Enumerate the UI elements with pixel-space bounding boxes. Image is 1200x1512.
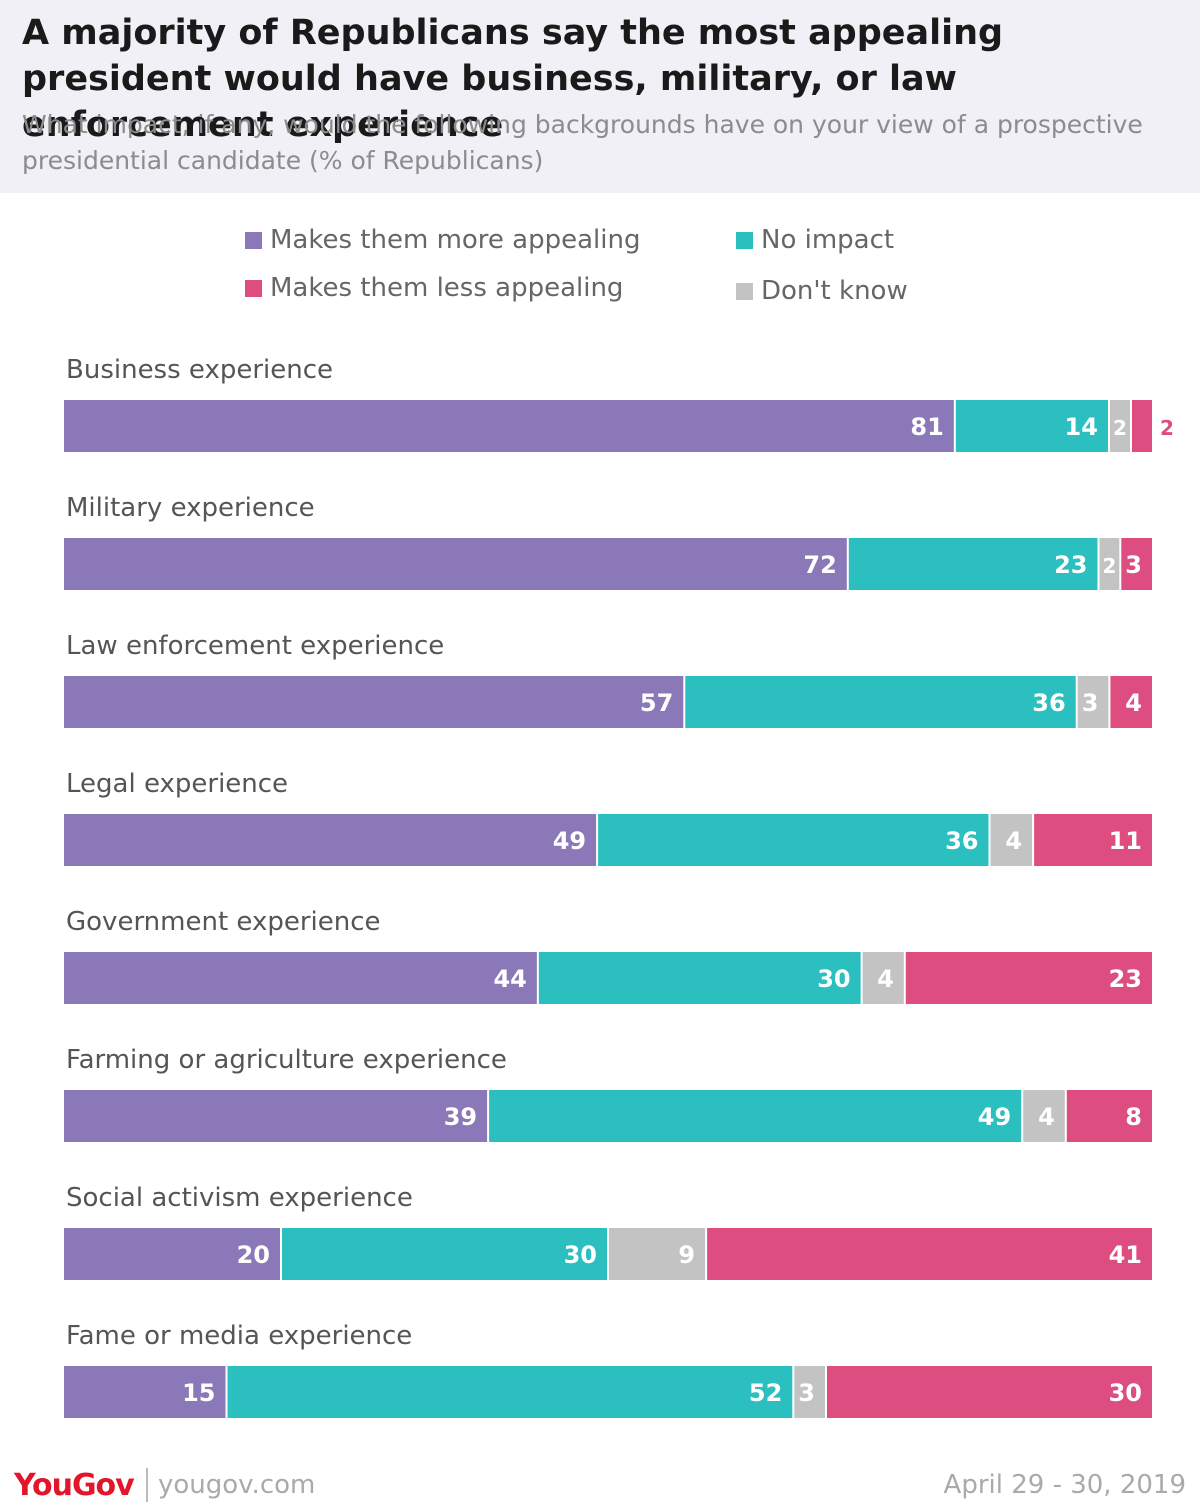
bar-military-experience-makes-them-more-appealing	[64, 538, 847, 590]
data-label-business-experience-don-t-know: 2	[1113, 416, 1127, 440]
bar-business-experience-makes-them-more-appealing	[64, 400, 954, 452]
bar-social-activism-experience-makes-them-less-appealing	[707, 1228, 1152, 1280]
chart-subtitle: What impact, if any, would the following…	[22, 110, 1143, 175]
bar-social-activism-experience-don-t-know	[609, 1228, 706, 1280]
legend-label-more-appealing: Makes them more appealing	[270, 225, 641, 255]
bar-military-experience-makes-them-less-appealing	[1121, 538, 1152, 590]
category-label-business-experience: Business experience	[66, 355, 333, 385]
bar-farming-or-agriculture-experience-makes-them-less-appealing	[1066, 1090, 1152, 1142]
data-label-fame-or-media-experience-makes-them-more-appealing: 15	[182, 1379, 215, 1407]
bar-farming-or-agriculture-experience-don-t-know	[1023, 1090, 1065, 1142]
bar-fame-or-media-experience-no-impact	[227, 1366, 793, 1418]
legend-item-dont-know: Don't know	[736, 273, 908, 309]
legend-item-no-impact: No impact	[736, 222, 894, 258]
bar-social-activism-experience-makes-them-more-appealing	[64, 1228, 280, 1280]
bar-legal-experience-no-impact	[598, 814, 989, 866]
data-label-fame-or-media-experience-don-t-know: 3	[798, 1379, 815, 1407]
data-label-legal-experience-makes-them-more-appealing: 49	[553, 827, 586, 855]
legend-label-no-impact: No impact	[761, 225, 895, 255]
bar-business-experience-makes-them-less-appealing	[1131, 400, 1152, 452]
data-label-social-activism-experience-no-impact: 30	[564, 1241, 597, 1269]
legend-label-dont-know: Don't know	[761, 276, 908, 306]
legend-label-less-appealing: Makes them less appealing	[270, 273, 624, 303]
category-label-government-experience: Government experience	[66, 907, 381, 937]
bar-government-experience-don-t-know	[862, 952, 904, 1004]
footer-divider	[146, 1468, 148, 1502]
legend-item-less-appealing: Makes them less appealing	[245, 270, 623, 306]
bar-government-experience-makes-them-more-appealing	[64, 952, 537, 1004]
data-label-law-enforcement-experience-no-impact: 36	[1032, 689, 1065, 717]
legend-swatch-no-impact	[736, 231, 753, 249]
data-label-government-experience-makes-them-more-appealing: 44	[493, 965, 526, 993]
data-label-military-experience-no-impact: 23	[1054, 551, 1087, 579]
chart-footer: YouGov yougov.com April 29 - 30, 2019	[0, 1462, 1200, 1512]
data-label-government-experience-makes-them-less-appealing: 23	[1109, 965, 1142, 993]
chart-legend: Makes them more appealing No impact Make…	[0, 222, 1200, 322]
category-label-legal-experience: Legal experience	[66, 769, 288, 799]
data-label-business-experience-makes-them-less-appealing: 2	[1160, 416, 1174, 440]
chart-header: A majority of Republicans say the most a…	[0, 0, 1200, 193]
data-label-fame-or-media-experience-no-impact: 52	[749, 1379, 782, 1407]
data-label-military-experience-don-t-know: 2	[1102, 554, 1116, 578]
data-label-farming-or-agriculture-experience-don-t-know: 4	[1038, 1103, 1055, 1131]
data-label-legal-experience-makes-them-less-appealing: 11	[1109, 827, 1142, 855]
data-label-social-activism-experience-don-t-know: 9	[678, 1241, 695, 1269]
data-label-law-enforcement-experience-makes-them-more-appealing: 57	[640, 689, 673, 717]
data-label-government-experience-no-impact: 30	[817, 965, 850, 993]
data-label-law-enforcement-experience-don-t-know: 3	[1082, 689, 1099, 717]
bar-farming-or-agriculture-experience-makes-them-more-appealing	[64, 1090, 488, 1142]
bar-law-enforcement-experience-no-impact	[685, 676, 1076, 728]
bar-law-enforcement-experience-makes-them-more-appealing	[64, 676, 684, 728]
data-label-legal-experience-don-t-know: 4	[1005, 827, 1022, 855]
chart-title: A majority of Republicans say the most a…	[22, 13, 1004, 145]
data-label-law-enforcement-experience-makes-them-less-appealing: 4	[1125, 689, 1142, 717]
category-label-farming-or-agriculture-experience: Farming or agriculture experience	[66, 1045, 507, 1075]
bar-farming-or-agriculture-experience-no-impact	[489, 1090, 1022, 1142]
bar-law-enforcement-experience-makes-them-less-appealing	[1110, 676, 1152, 728]
legend-item-more-appealing: Makes them more appealing	[245, 222, 640, 258]
bar-fame-or-media-experience-don-t-know	[794, 1366, 825, 1418]
data-label-farming-or-agriculture-experience-no-impact: 49	[978, 1103, 1011, 1131]
bar-government-experience-makes-them-less-appealing	[905, 952, 1152, 1004]
data-label-social-activism-experience-makes-them-more-appealing: 20	[237, 1241, 270, 1269]
bar-business-experience-don-t-know	[1109, 400, 1130, 452]
legend-swatch-dont-know	[736, 282, 753, 300]
data-label-farming-or-agriculture-experience-makes-them-less-appealing: 8	[1125, 1103, 1142, 1131]
category-label-fame-or-media-experience: Fame or media experience	[66, 1321, 412, 1351]
data-label-legal-experience-no-impact: 36	[945, 827, 978, 855]
data-label-farming-or-agriculture-experience-makes-them-more-appealing: 39	[444, 1103, 477, 1131]
data-label-business-experience-makes-them-more-appealing: 81	[910, 413, 943, 441]
bar-law-enforcement-experience-don-t-know	[1077, 676, 1109, 728]
legend-swatch-more-appealing	[245, 231, 262, 249]
bar-government-experience-no-impact	[538, 952, 861, 1004]
bar-military-experience-don-t-know	[1099, 538, 1120, 590]
data-label-social-activism-experience-makes-them-less-appealing: 41	[1109, 1241, 1142, 1269]
data-label-fame-or-media-experience-makes-them-less-appealing: 30	[1109, 1379, 1142, 1407]
category-label-military-experience: Military experience	[66, 493, 315, 523]
footer-date: April 29 - 30, 2019	[943, 1470, 1186, 1500]
bar-legal-experience-makes-them-less-appealing	[1034, 814, 1152, 866]
legend-swatch-less-appealing	[245, 279, 262, 297]
bar-social-activism-experience-no-impact	[282, 1228, 607, 1280]
category-label-law-enforcement-experience: Law enforcement experience	[66, 631, 444, 661]
footer-site: yougov.com	[158, 1470, 316, 1500]
bar-fame-or-media-experience-makes-them-less-appealing	[827, 1366, 1152, 1418]
bar-business-experience-no-impact	[955, 400, 1108, 452]
data-label-business-experience-no-impact: 14	[1065, 413, 1098, 441]
data-label-military-experience-makes-them-less-appealing: 3	[1125, 551, 1142, 579]
bar-legal-experience-don-t-know	[990, 814, 1033, 866]
bar-fame-or-media-experience-makes-them-more-appealing	[64, 1366, 226, 1418]
data-label-government-experience-don-t-know: 4	[877, 965, 894, 993]
category-label-social-activism-experience: Social activism experience	[66, 1183, 413, 1213]
bar-military-experience-no-impact	[848, 538, 1098, 590]
data-label-military-experience-makes-them-more-appealing: 72	[803, 551, 836, 579]
bar-legal-experience-makes-them-more-appealing	[64, 814, 597, 866]
brand-logo: YouGov	[14, 1468, 135, 1503]
